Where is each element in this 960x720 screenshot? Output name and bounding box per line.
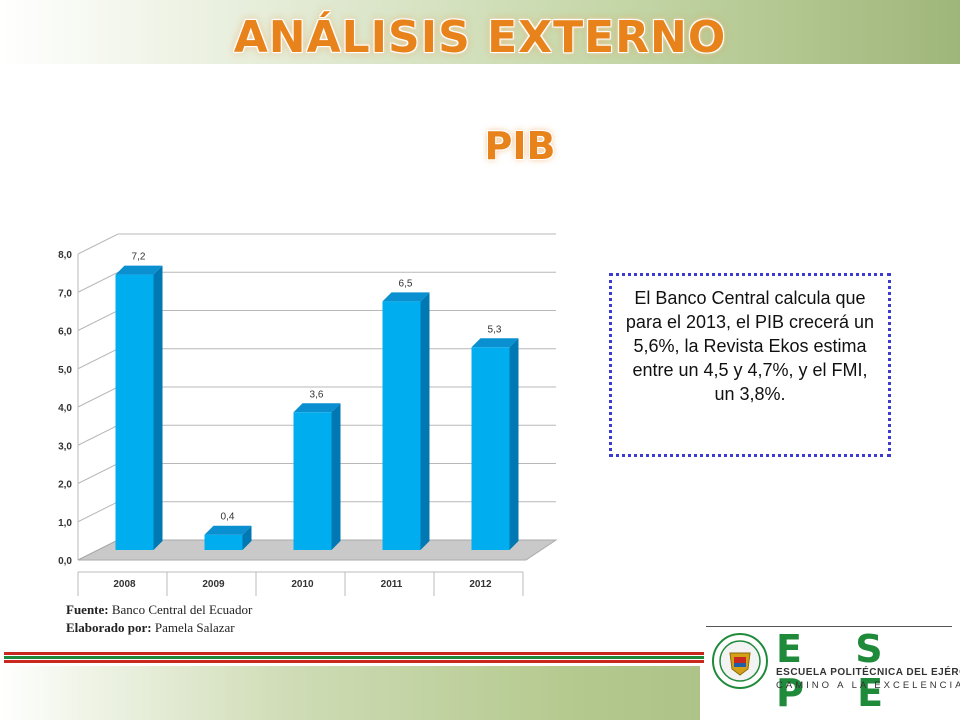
bar-side-2010 [331, 403, 341, 550]
data-label: 7,2 [132, 252, 146, 263]
bar-top-2010 [293, 403, 341, 413]
espe-logo: E S P E ESCUELA POLITÉCNICA DEL EJÉRCITO… [706, 626, 960, 715]
author-label: Elaborado por: [66, 620, 152, 635]
university-seal-icon [712, 633, 768, 689]
bar-2011 [382, 301, 421, 550]
decorative-stripes [4, 652, 704, 664]
note-text: El Banco Central calcula que para el 201… [625, 288, 875, 404]
bar-top-2008 [115, 265, 163, 275]
bar-side-2008 [153, 265, 163, 550]
data-label: 0,4 [221, 512, 235, 523]
chart-title: PIB [484, 124, 556, 168]
source-block: Fuente: Banco Central del Ecuador Elabor… [66, 601, 252, 637]
bar-2009 [204, 534, 243, 550]
y-tick-label: 3,0 [58, 441, 72, 452]
x-tick-label: 2010 [291, 579, 314, 590]
logo-line2: CAMINO A LA EXCELENCIA [776, 680, 960, 691]
header-band [0, 0, 960, 64]
x-tick-label: 2011 [381, 579, 403, 590]
bar-side-2011 [420, 292, 430, 550]
source-line: Fuente: Banco Central del Ecuador [66, 601, 252, 619]
data-label: 3,6 [310, 389, 324, 400]
bar-top-2012 [471, 338, 519, 348]
x-tick-label: 2008 [113, 579, 136, 590]
source-label: Fuente: [66, 602, 109, 617]
chart-bars [115, 265, 519, 550]
page-title: ANÁLISIS EXTERNO [233, 12, 727, 63]
author-value: Pamela Salazar [154, 620, 235, 635]
bar-2008 [115, 274, 154, 550]
source-value: Banco Central del Ecuador [111, 602, 253, 617]
x-tick-label: 2012 [469, 579, 492, 590]
x-tick-label: 2009 [202, 579, 225, 590]
data-label: 5,3 [488, 324, 502, 335]
y-tick-label: 2,0 [58, 480, 72, 491]
bar-top-2009 [204, 525, 252, 535]
logo-letters: E S P E [776, 627, 904, 715]
bar-side-2012 [509, 338, 519, 550]
bar-top-2011 [382, 292, 430, 302]
logo-line1: ESCUELA POLITÉCNICA DEL EJÉRCITO [776, 667, 960, 678]
bar-side-2009 [242, 525, 252, 550]
y-tick-label: 6,0 [58, 327, 72, 338]
y-tick-label: 4,0 [58, 403, 72, 414]
note-box: El Banco Central calcula que para el 201… [609, 273, 891, 457]
y-tick-label: 0,0 [58, 556, 72, 567]
author-line: Elaborado por: Pamela Salazar [66, 619, 252, 637]
bar-2012 [471, 347, 510, 550]
y-tick-label: 1,0 [58, 518, 72, 529]
y-tick-label: 5,0 [58, 365, 72, 376]
grid-line [77, 233, 556, 255]
y-tick-label: 7,0 [58, 288, 72, 299]
bar-2010 [293, 412, 332, 550]
bar-chart: 0,0 1,0 2,0 3,0 4,0 5,0 6,0 7,0 8,0 7,2 2008 0,4 200… [58, 233, 558, 596]
y-tick-label: 8,0 [58, 250, 72, 261]
chart-axis: 0,0 1,0 2,0 3,0 4,0 5,0 6,0 7,0 8,0 7,2 2008 0,4 200… [58, 250, 524, 596]
data-label: 6,5 [399, 278, 413, 289]
